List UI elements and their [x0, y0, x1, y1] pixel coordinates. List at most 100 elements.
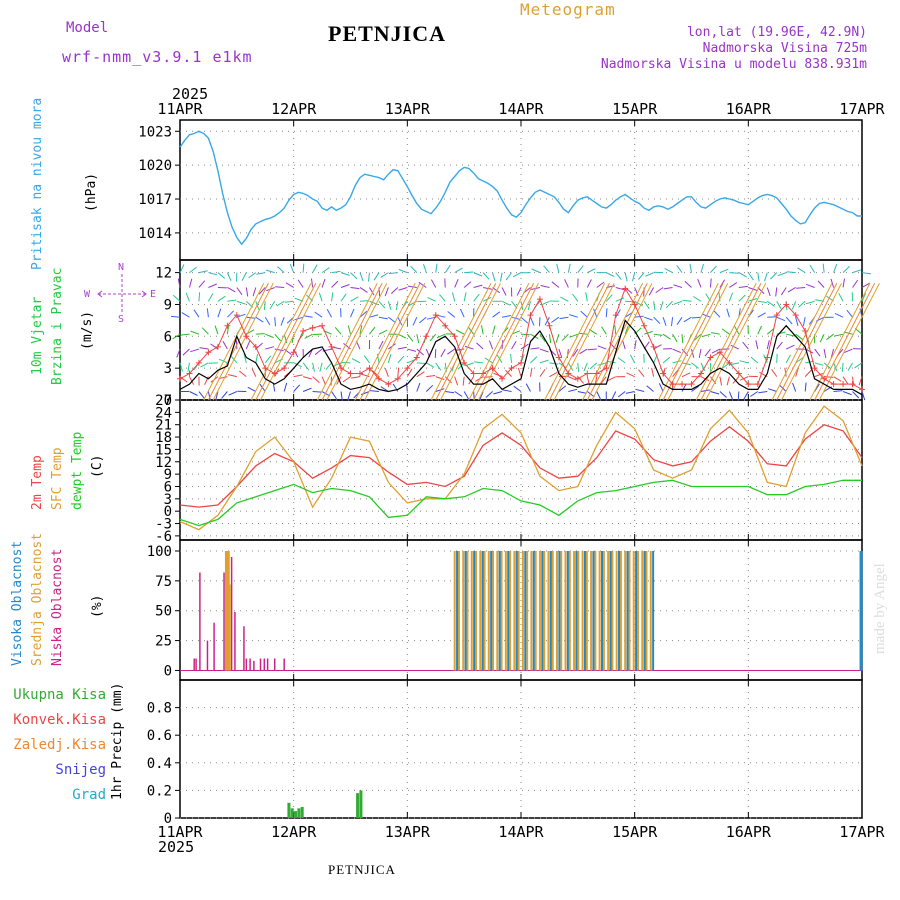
wind-barb [766, 340, 770, 350]
gust-marker [802, 328, 809, 334]
model-elevation-label: Nadmorska Visina u modelu 838.931m [600, 57, 867, 72]
wind-barb [416, 334, 420, 344]
wind-barb [388, 272, 398, 275]
x-tick-label-bottom: 12APR [271, 823, 317, 841]
wind-barb [236, 300, 246, 305]
wind-barb [513, 385, 522, 392]
wind-barb [586, 279, 592, 288]
wind-streak [440, 283, 501, 401]
wind-barb [558, 348, 563, 358]
y-tick-label: 15 [155, 442, 172, 458]
panel-frame-3 [179, 539, 863, 681]
wind-barb [463, 292, 467, 302]
gust-marker [290, 349, 297, 356]
wind-barb [806, 283, 815, 288]
wind-barb [672, 333, 678, 343]
y-tick-label: 3 [164, 492, 172, 508]
gust-marker [764, 354, 771, 361]
wind-barb [739, 376, 749, 381]
station-title: PETNJICA [328, 21, 447, 46]
wind-barb [217, 308, 222, 318]
gust-marker [480, 370, 487, 377]
wind-barb [227, 310, 235, 318]
wind-barb [572, 348, 579, 357]
x-tick-label-top: 11APR [157, 100, 203, 118]
precip-bar [356, 793, 360, 818]
gust-marker [328, 343, 335, 350]
wind-barb [684, 280, 692, 288]
wind-barb [200, 362, 209, 368]
wind-barb [814, 348, 821, 357]
wind-barb [429, 333, 437, 342]
wind-barb [729, 272, 739, 274]
gust-marker [451, 333, 458, 340]
wind-barb [614, 325, 617, 335]
wind-barb [179, 362, 183, 372]
wind-barb [397, 346, 407, 350]
wind-barb [560, 296, 569, 302]
wind-barb [447, 311, 456, 318]
wind-barb [556, 263, 560, 273]
wind-barb [691, 385, 700, 392]
wind-barb [795, 333, 804, 341]
wind-barb [527, 301, 531, 311]
wind-barb [294, 316, 304, 321]
wind-barb [826, 333, 834, 341]
wind-barb [697, 278, 702, 288]
wind-barb [624, 272, 628, 282]
wind-barb [473, 272, 483, 277]
wind-barb [786, 271, 796, 274]
wind-barb [360, 391, 370, 396]
wind-barb [549, 362, 559, 365]
wind-streak [544, 283, 606, 401]
wind-barb [265, 333, 274, 339]
wind-barb [767, 316, 777, 318]
wind-barb [351, 376, 361, 379]
wind-barb [303, 376, 312, 380]
wind-barb [397, 316, 403, 326]
wind-barb [255, 342, 263, 350]
y-tick-label: 0 [164, 504, 172, 520]
wind-barb [426, 362, 435, 368]
wind-barb [435, 362, 442, 371]
wind-barb [214, 325, 219, 335]
wind-barb [689, 263, 692, 273]
wind-streak [207, 283, 269, 401]
wind-barb [681, 383, 687, 392]
wind-barb [635, 388, 645, 392]
wind-barb [617, 357, 626, 364]
wind-barb [785, 354, 791, 364]
wind-streak [326, 283, 388, 401]
wind-barb [502, 389, 512, 392]
wind-barb [312, 362, 315, 372]
wind-barb [473, 284, 483, 288]
wind-barb [520, 333, 531, 336]
wind-barb [558, 385, 567, 392]
wind-barb [568, 376, 577, 381]
wind-streak [814, 283, 876, 401]
wind-barb [814, 372, 824, 378]
wind-barb [804, 369, 812, 377]
wind-barb [634, 315, 644, 318]
gust-marker [404, 365, 411, 372]
gust-marker [669, 381, 676, 388]
wind-barb [369, 326, 376, 335]
wind-barb [248, 272, 257, 279]
gust-marker [622, 285, 629, 292]
wind-barb [520, 343, 529, 350]
gust-marker [518, 359, 524, 366]
wind-barb [172, 294, 181, 302]
wind-barb [228, 391, 238, 396]
wind-barb [606, 272, 615, 278]
wind-barb [492, 325, 496, 335]
y-tick-label: 1020 [138, 158, 172, 174]
gust-marker [177, 375, 183, 382]
wind-barb [416, 382, 421, 392]
wind-barb [638, 272, 645, 280]
precip-bar [300, 806, 304, 818]
wind-barb [319, 362, 323, 372]
wind-barb [615, 286, 625, 291]
wind-barb [176, 348, 181, 358]
wind-barb [710, 391, 720, 395]
wind-barb [189, 376, 195, 385]
